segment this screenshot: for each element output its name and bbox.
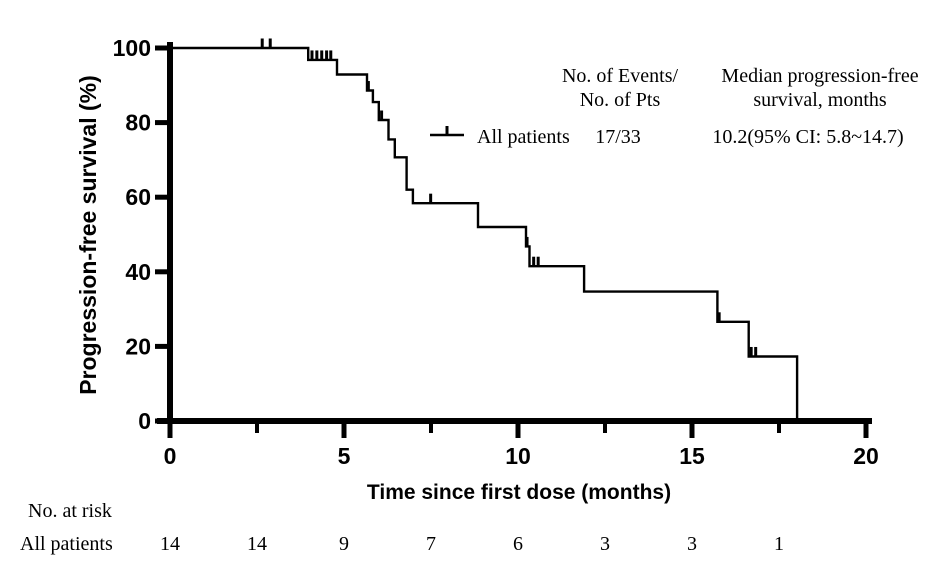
legend-events-value: 17/33 — [595, 126, 641, 148]
survival-curve-layer — [170, 38, 799, 421]
legend-median-header-line1: Median progression-free — [721, 65, 918, 87]
km-curve — [170, 46, 799, 421]
at-risk-row-label: All patients — [20, 533, 113, 555]
y-tick-label: 40 — [125, 259, 151, 285]
at-risk-title: No. at risk — [28, 500, 112, 522]
y-tick-label: 60 — [125, 184, 151, 210]
at-risk-value: 6 — [513, 533, 523, 555]
at-risk-value: 14 — [247, 533, 267, 555]
at-risk-value: 3 — [600, 533, 610, 555]
at-risk-value: 7 — [426, 533, 436, 555]
y-tick-label: 80 — [125, 110, 151, 136]
at-risk-values: 14 14 9 7 6 3 3 1 — [160, 533, 784, 555]
y-axis-ticks: 100 80 60 40 20 0 — [113, 35, 167, 434]
y-tick-label: 100 — [113, 35, 151, 61]
x-axis-ticks: 0 5 10 15 20 — [164, 424, 879, 469]
legend-events-header-line2: No. of Pts — [580, 89, 661, 111]
at-risk-value: 9 — [339, 533, 349, 555]
legend: All patients No. of Events/ No. of Pts 1… — [430, 65, 919, 148]
at-risk-value: 3 — [687, 533, 697, 555]
legend-events-header-line1: No. of Events/ — [562, 65, 679, 87]
x-tick-label: 15 — [679, 443, 705, 469]
x-tick-label: 10 — [505, 443, 531, 469]
x-axis-title: Time since first dose (months) — [367, 481, 671, 504]
x-tick-label: 5 — [338, 443, 351, 469]
y-tick-label: 0 — [138, 408, 151, 434]
y-tick-label: 20 — [125, 333, 151, 359]
at-risk-value: 14 — [160, 533, 180, 555]
x-tick-label: 0 — [164, 443, 177, 469]
legend-series-label: All patients — [477, 126, 570, 148]
legend-median-value: 10.2(95% CI: 5.8~14.7) — [712, 126, 903, 148]
x-tick-label: 20 — [853, 443, 879, 469]
legend-median-header-line2: survival, months — [753, 89, 887, 111]
at-risk-table: No. at risk All patients 14 14 9 7 6 3 3 1 — [20, 500, 784, 555]
y-axis-title: Progression-free survival (%) — [75, 75, 101, 395]
axes — [157, 42, 872, 424]
at-risk-value: 1 — [774, 533, 784, 555]
